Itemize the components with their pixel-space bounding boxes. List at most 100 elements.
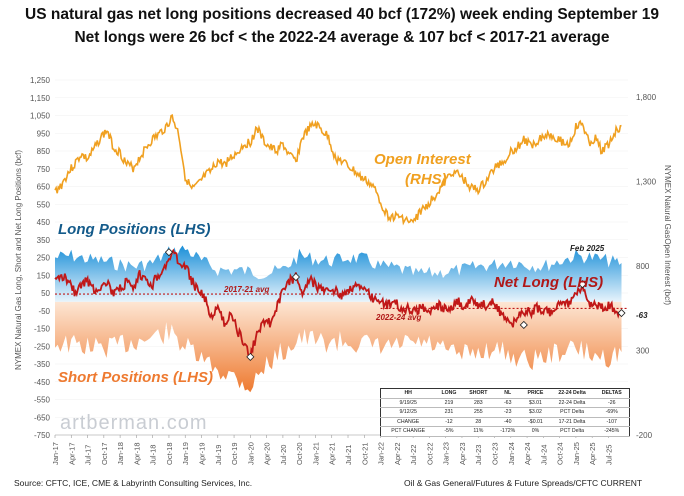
x-tick-label: Oct-19 (230, 442, 239, 465)
x-tick-label: Jan-20 (246, 442, 255, 465)
y-tick-label: -650 (34, 413, 51, 422)
x-tick-label: Apr-21 (328, 442, 337, 465)
stats-cell: 22-24 Delta (549, 398, 595, 408)
short-positions-area (55, 301, 622, 393)
credit-note: Oil & Gas General/Futures & Future Sprea… (404, 478, 643, 488)
stats-cell: PCT Delta (549, 426, 595, 437)
x-tick-label: Jan-22 (377, 442, 386, 465)
stats-cell: 28 (462, 417, 495, 427)
x-tick-label: Oct-20 (295, 442, 304, 465)
y-tick-label: 750 (37, 165, 51, 174)
y-tick-label: 50 (41, 289, 50, 298)
x-tick-label: Oct-22 (425, 442, 434, 465)
avg-2017-21-label: 2017-21 avg (223, 285, 269, 294)
y-tick-label: -350 (34, 360, 51, 369)
y-right-tick-label: -200 (636, 431, 653, 440)
x-tick-label: Apr-23 (458, 442, 467, 465)
last-value-label: -63 (636, 311, 648, 320)
x-tick-label: Jan-24 (507, 442, 516, 465)
stats-row: CHANGE -12 28 -40 -$0.01 17-21 Delta -107 (380, 417, 630, 427)
stats-cell: PCT Delta (549, 407, 595, 418)
stats-cell: -69% (594, 407, 630, 418)
x-tick-label: Apr-17 (67, 442, 76, 465)
stats-cell: 9/19/25 (380, 398, 436, 408)
stats-cell: $3.02 (521, 407, 550, 418)
stats-cell: -26 (594, 398, 630, 408)
stats-cell: HH (380, 388, 436, 399)
chart-subtitle: Net longs were 26 bcf < the 2022-24 aver… (74, 29, 610, 46)
y-tick-label: -50 (38, 307, 50, 316)
watermark: artberman.com (60, 412, 208, 434)
y-tick-label: 1,250 (30, 76, 51, 85)
point-markers (164, 248, 626, 361)
x-tick-label: Apr-25 (588, 442, 597, 465)
y-tick-label: 250 (37, 254, 51, 263)
x-tick-label: Oct-17 (100, 442, 109, 465)
long-positions-area (55, 245, 622, 302)
stats-cell: -172% (494, 426, 522, 437)
stats-cell: -40 (494, 417, 522, 427)
stats-cell: 219 (435, 398, 463, 408)
stats-cell: 11% (462, 426, 495, 437)
stats-cell: SHORT (462, 388, 495, 399)
stats-cell: 9/12/25 (380, 407, 436, 418)
open-interest-label: Open Interest (374, 151, 472, 168)
x-tick-label: Jul-19 (214, 445, 223, 465)
x-tick-label: Apr-18 (132, 442, 141, 465)
rhs-label: (RHS) (405, 171, 447, 188)
net-long-line (54, 248, 623, 361)
x-tick-label: Jul-21 (344, 445, 353, 465)
x-tick-label: Jul-24 (539, 445, 548, 465)
stats-row: 9/12/25 231 255 -23 $3.02 PCT Delta -69% (380, 407, 630, 418)
source-note: Source: CFTC, ICE, CME & Labyrinth Consu… (14, 478, 253, 488)
stats-cell: PRICE (521, 388, 550, 399)
x-tick-label: Apr-24 (523, 442, 532, 465)
x-tick-label: Jan-21 (311, 442, 320, 465)
y-tick-label: 650 (37, 183, 51, 192)
stats-table: HH LONG SHORT NL PRICE 22-24 Delta DELTAS 9/19/… (380, 388, 630, 437)
x-tick-label: Jul-23 (474, 445, 483, 465)
x-tick-label: Jul-25 (604, 445, 613, 465)
stats-cell: -$0.01 (521, 417, 550, 427)
net-long-label: Net Long (LHS) (494, 274, 603, 291)
series-lines (54, 114, 623, 361)
x-tick-label: Jul-18 (149, 445, 158, 465)
x-tick-label: Oct-24 (556, 442, 565, 465)
stats-cell: DELTAS (594, 388, 630, 399)
long-positions-label: Long Positions (LHS) (58, 221, 210, 238)
y-right-tick-label: 300 (636, 346, 650, 355)
short-positions-label: Short Positions (LHS) (58, 369, 213, 386)
point-marker (617, 308, 626, 318)
y-tick-label: -250 (34, 342, 51, 351)
stats-cell: 22-24 Delta (549, 388, 595, 399)
y-tick-label: 1,050 (30, 112, 51, 121)
point-marker (246, 352, 255, 361)
left-axis: 1,250 1,150 1,050 950 850 750 650 550 450 350 250 1… (30, 76, 51, 440)
y-tick-label: 350 (37, 236, 51, 245)
y-right-tick-label: 1,800 (636, 93, 657, 102)
right-axis: 1,800 1,300 800 300 -200 (636, 93, 657, 440)
feb-2025-label: Feb 2025 (570, 244, 605, 253)
y-tick-label: -550 (34, 396, 51, 405)
stats-cell: -63 (494, 398, 522, 408)
x-tick-label: Jan-25 (572, 442, 581, 465)
x-tick-label: Jul-20 (279, 445, 288, 465)
stats-cell: 255 (462, 407, 495, 418)
chart-title: US natural gas net long positions decrea… (25, 6, 659, 23)
x-tick-label: Jul-17 (84, 445, 93, 465)
right-axis-label: NYMEX Natural GasOpen Interest (bcf) (663, 165, 672, 305)
x-tick-label: Jan-23 (442, 442, 451, 465)
x-tick-label: Jul-22 (409, 445, 418, 465)
stats-cell: NL (494, 388, 522, 399)
point-marker (291, 272, 300, 282)
stats-cell: LONG (435, 388, 463, 399)
y-tick-label: 450 (37, 218, 51, 227)
y-tick-label: 850 (37, 147, 51, 156)
x-tick-label: Oct-18 (165, 442, 174, 465)
point-marker (519, 320, 528, 330)
stats-cell: -12 (435, 417, 463, 427)
stats-cell: 0% (521, 426, 550, 437)
y-right-tick-label: 800 (636, 262, 650, 271)
stats-row: PCT CHANGE -5% 11% -172% 0% PCT Delta -245% (380, 426, 630, 437)
